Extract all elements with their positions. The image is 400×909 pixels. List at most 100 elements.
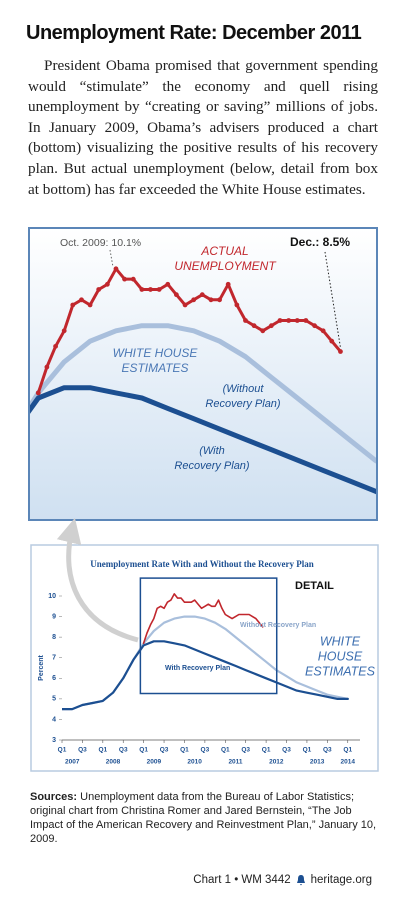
- chart-frame: [30, 544, 379, 772]
- series-label: UNEMPLOYMENT: [174, 259, 277, 273]
- year-label: 2012: [269, 759, 284, 766]
- leader: [109, 249, 114, 267]
- data-point: [329, 338, 335, 344]
- data-point: [87, 302, 93, 308]
- data-point: [243, 318, 248, 323]
- data-point: [122, 276, 127, 282]
- detail-box: [139, 577, 278, 695]
- year-label: 2007: [65, 759, 80, 766]
- data-point: [234, 302, 240, 308]
- x-tick-label: Q3: [201, 747, 210, 754]
- series-label: ESTIMATES: [121, 361, 188, 375]
- y-tick-label: 8: [52, 634, 56, 641]
- x-tick-label: Q3: [119, 747, 128, 754]
- series-label: ACTUAL: [200, 244, 248, 258]
- x-tick-label: Q1: [58, 747, 67, 754]
- data-point: [251, 323, 257, 329]
- detail-plot: [30, 266, 376, 495]
- annotation: DETAIL: [295, 580, 334, 592]
- data-point: [156, 287, 162, 292]
- annotation: Dec.: 8.5%: [290, 235, 350, 249]
- series-line: [62, 640, 349, 711]
- data-point: [96, 287, 102, 292]
- data-point: [53, 343, 58, 349]
- data-point: [139, 287, 145, 292]
- data-point: [260, 328, 266, 334]
- series-label: Recovery Plan): [174, 460, 250, 472]
- annotation: ESTIMATES: [305, 664, 376, 678]
- data-point: [104, 281, 110, 287]
- x-tick-label: Q3: [241, 747, 250, 754]
- year-label: 2013: [310, 759, 325, 766]
- series-name: With Recovery Plan: [165, 665, 230, 672]
- sources: Sources: Unemployment data from the Bure…: [30, 790, 380, 846]
- data-point: [225, 281, 231, 287]
- data-point: [286, 318, 292, 323]
- data-point: [268, 323, 274, 329]
- data-point: [35, 390, 41, 396]
- credit-text: Chart 1 • WM 3442: [193, 874, 291, 886]
- chart-title: Unemployment Rate With and Without the R…: [90, 559, 314, 569]
- data-point: [303, 318, 309, 323]
- data-point: [208, 297, 214, 303]
- y-tick-label: 9: [52, 613, 56, 620]
- data-point: [277, 318, 283, 323]
- data-point: [79, 297, 84, 303]
- year-label: 2010: [187, 759, 202, 766]
- data-point: [165, 281, 171, 287]
- year-label: 2008: [106, 759, 121, 766]
- data-point: [312, 323, 317, 329]
- y-tick-label: 10: [48, 593, 56, 600]
- title: Unemployment Rate: December 2011: [26, 22, 362, 44]
- y-tick-label: 5: [52, 696, 56, 703]
- series-label: WHITE HOUSE: [113, 346, 199, 360]
- series-label: Recovery Plan): [205, 398, 281, 410]
- data-point: [130, 276, 136, 282]
- data-point: [217, 297, 222, 303]
- sources-label: Sources:: [30, 791, 78, 803]
- x-tick-label: Q1: [221, 747, 230, 754]
- year-label: 2011: [228, 759, 242, 766]
- data-point: [182, 302, 188, 308]
- x-tick-label: Q1: [180, 747, 189, 754]
- x-tick-label: Q1: [303, 747, 312, 754]
- data-point: [191, 297, 197, 303]
- data-point: [70, 302, 76, 308]
- series-name: Without Recovery Plan: [240, 622, 316, 629]
- x-tick-label: Q3: [78, 747, 87, 754]
- series-line: [30, 385, 376, 495]
- series-label: (Without: [223, 383, 265, 395]
- annotation: Oct. 2009: 10.1%: [60, 237, 141, 249]
- x-tick-label: Q1: [139, 747, 148, 754]
- data-point: [61, 328, 67, 334]
- x-tick-label: Q1: [98, 747, 107, 754]
- leader: [324, 251, 341, 348]
- annotation: WHITE: [320, 634, 361, 648]
- data-point: [173, 292, 179, 298]
- series-line: [30, 323, 376, 464]
- data-point: [113, 266, 119, 272]
- intro: President Obama promised that government…: [28, 57, 378, 198]
- x-tick-label: Q1: [343, 747, 352, 754]
- pointer-arrow: [56, 517, 139, 643]
- data-point: [199, 292, 205, 298]
- data-point: [320, 328, 326, 334]
- series-line: [142, 593, 264, 645]
- year-label: 2009: [147, 759, 162, 766]
- y-tick-label: 3: [52, 737, 56, 744]
- annotation: HOUSE: [318, 649, 363, 663]
- x-tick-label: Q3: [323, 747, 332, 754]
- y-tick-label: 6: [52, 675, 56, 682]
- data-point: [338, 349, 343, 354]
- data-point: [148, 287, 153, 292]
- sources-text: Unemployment data from the Bureau of Lab…: [30, 791, 377, 845]
- credit: Chart 1 • WM 3442 heritage.org: [193, 874, 372, 886]
- y-tick-label: 4: [52, 716, 56, 723]
- main-plot: [62, 593, 349, 711]
- y-axis-label: Percent: [38, 654, 45, 680]
- y-tick-label: 7: [52, 655, 56, 662]
- bell-icon: [296, 875, 305, 886]
- x-tick-label: Q1: [262, 747, 271, 754]
